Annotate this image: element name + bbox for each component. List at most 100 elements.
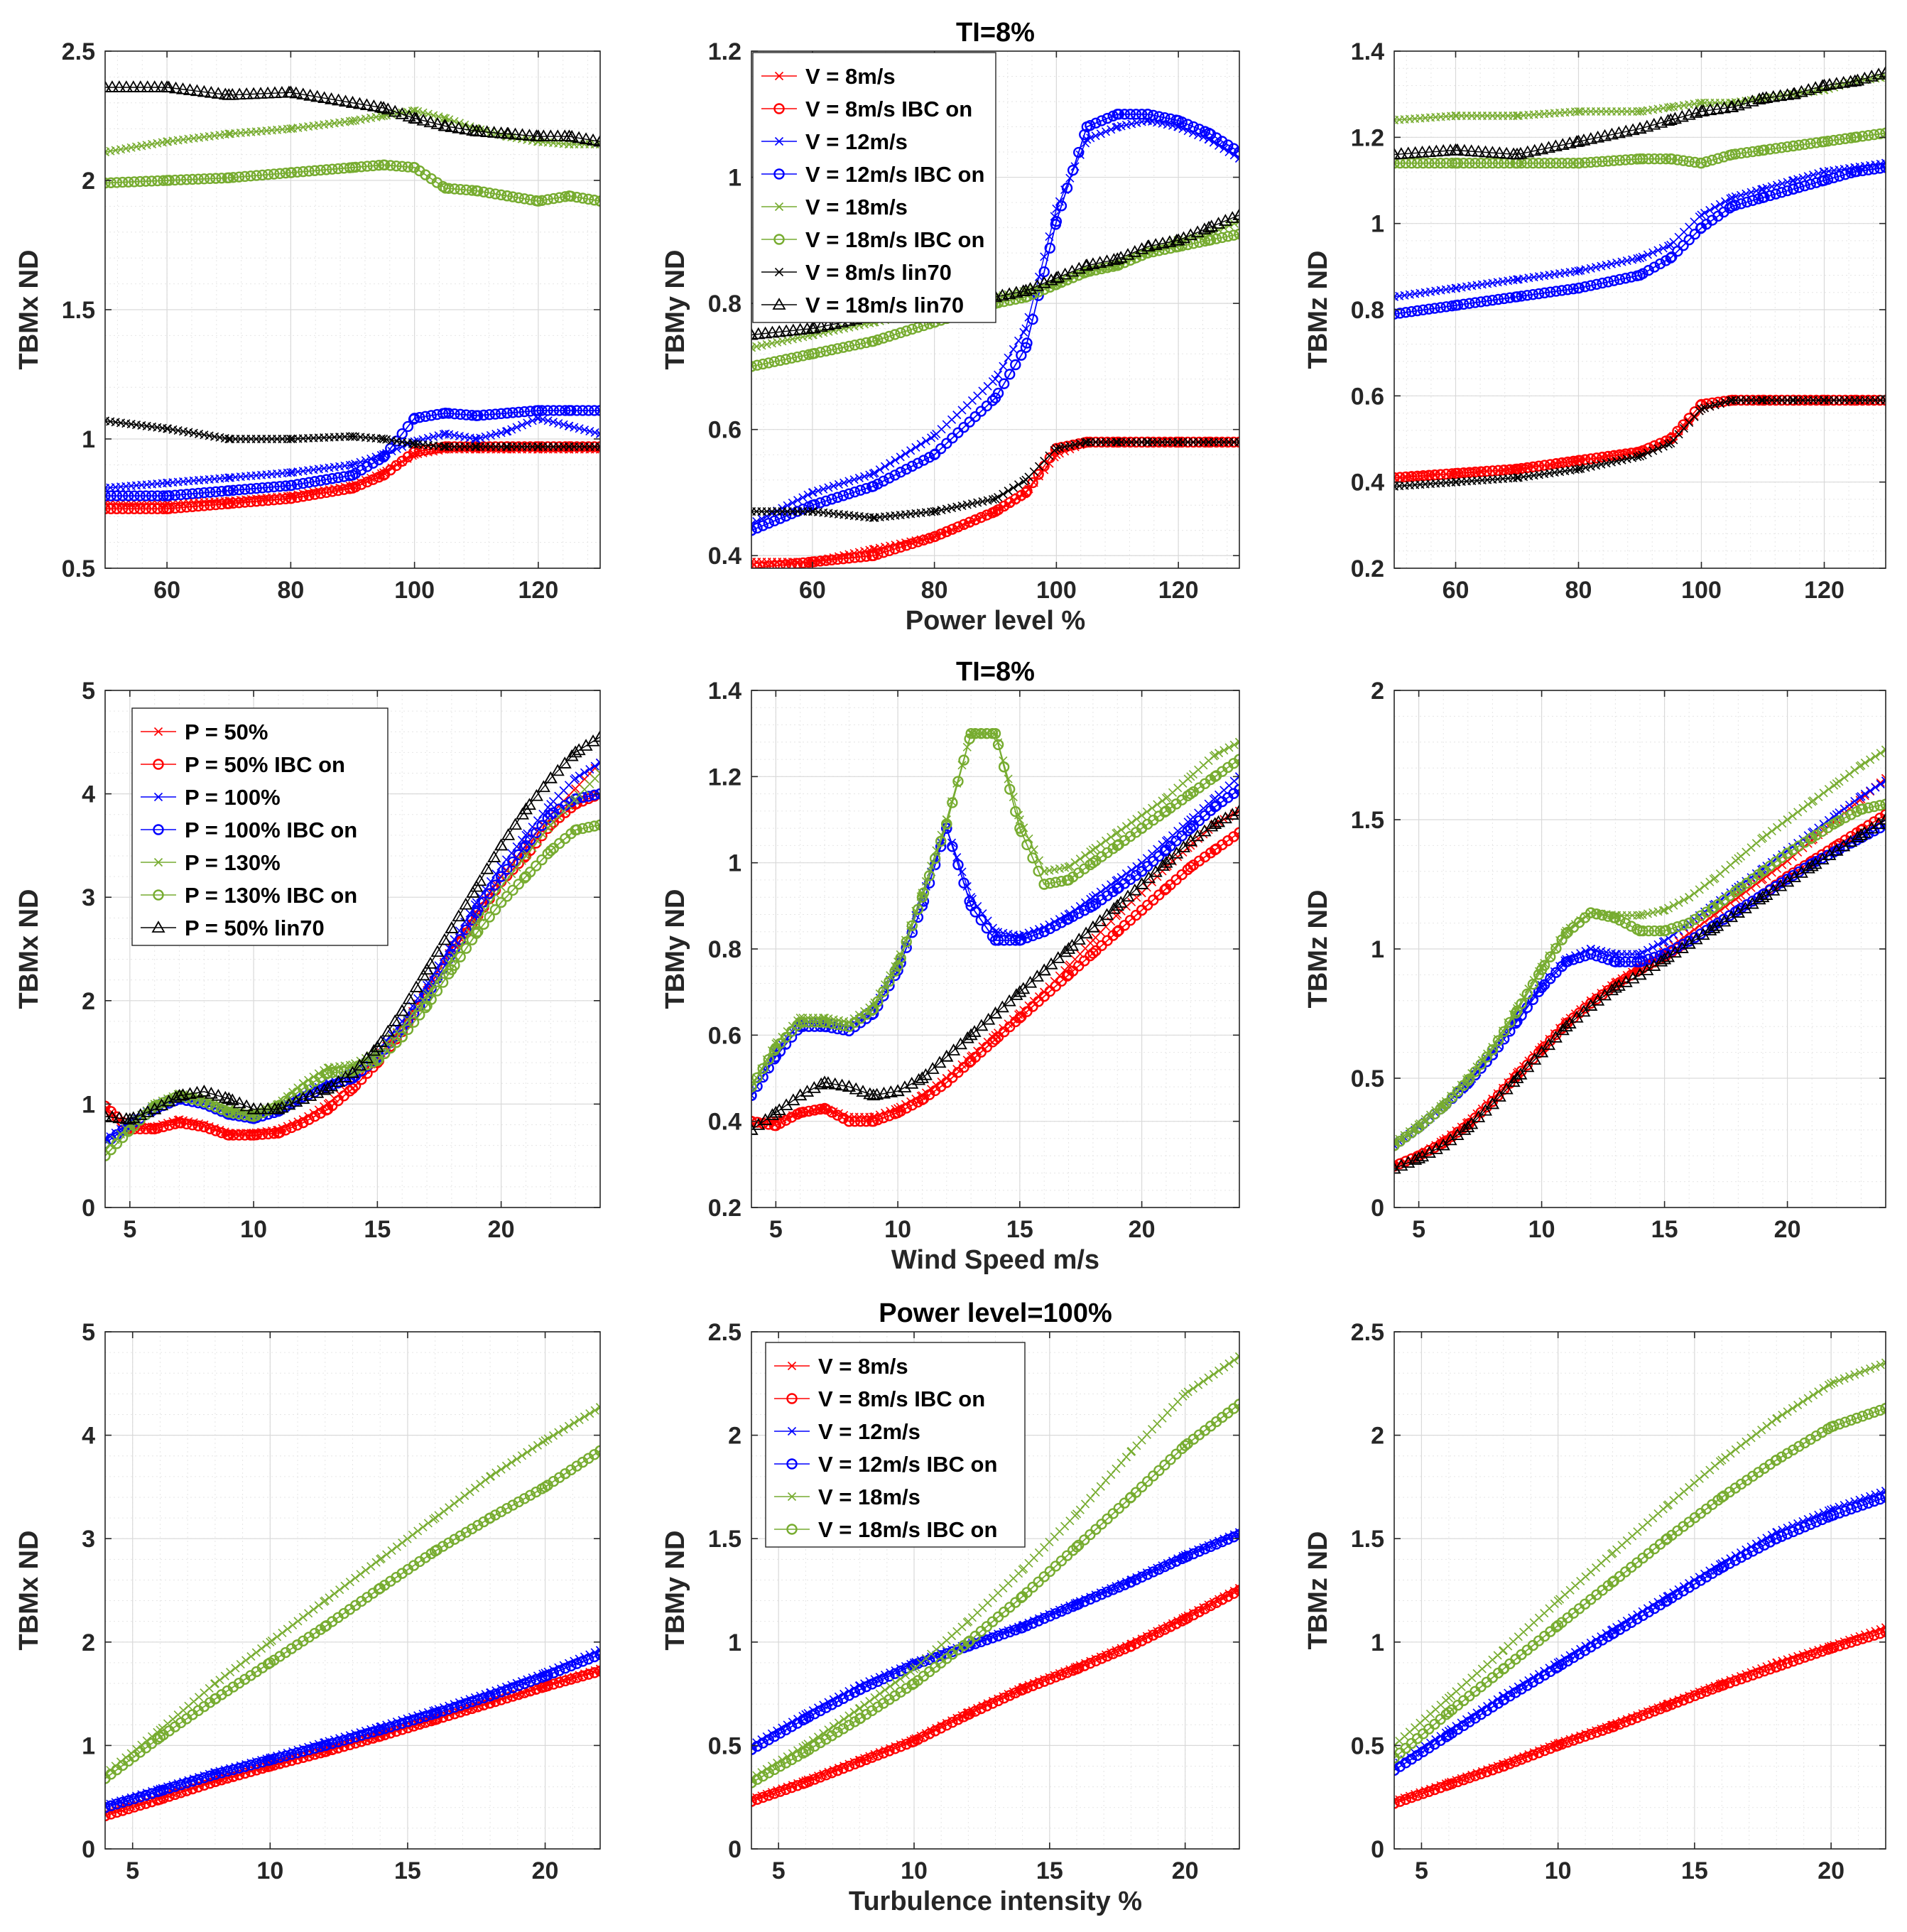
data-point	[1050, 920, 1062, 931]
data-point	[844, 477, 854, 486]
data-point	[501, 864, 513, 875]
data-point	[418, 108, 428, 117]
x-tick-label: 100	[1036, 577, 1077, 604]
data-point	[280, 493, 291, 505]
legend-label: P = 50%	[185, 720, 268, 744]
y-tick-label: 3	[82, 884, 95, 911]
data-point	[528, 823, 537, 832]
data-point	[965, 727, 977, 739]
data-point	[884, 472, 895, 484]
data-point	[575, 424, 584, 433]
data-point	[163, 1119, 175, 1131]
data-point	[1665, 252, 1676, 264]
data-point	[1030, 970, 1044, 982]
data-point	[441, 114, 450, 123]
data-point	[148, 1100, 161, 1112]
data-point	[1186, 772, 1195, 781]
data-point	[232, 1096, 246, 1109]
data-point	[517, 856, 527, 865]
data-point	[1820, 396, 1829, 405]
data-point	[1014, 935, 1026, 946]
data-point	[1521, 1059, 1533, 1071]
x-tick-label: 15	[364, 1216, 391, 1243]
legend-item: V = 12m/s IBC on	[761, 162, 984, 187]
data-point	[1498, 293, 1510, 305]
data-point	[289, 86, 303, 99]
data-point	[1492, 146, 1506, 158]
data-point	[1222, 139, 1234, 151]
data-point	[820, 555, 832, 566]
data-point	[1485, 146, 1499, 158]
data-point	[1050, 865, 1059, 874]
data-point	[1747, 146, 1759, 158]
data-point	[1117, 825, 1126, 835]
data-point	[1570, 266, 1580, 276]
data-point	[198, 173, 210, 185]
data-point	[786, 323, 800, 336]
data-point	[116, 503, 129, 514]
data-point	[1014, 480, 1023, 489]
data-point	[379, 434, 389, 444]
data-point	[875, 465, 884, 474]
data-point	[983, 496, 992, 505]
data-point	[204, 85, 218, 98]
data-point	[1633, 254, 1642, 264]
data-point	[1436, 143, 1450, 156]
data-point	[751, 361, 757, 372]
series-group	[751, 727, 1239, 1135]
data-point	[1741, 146, 1753, 158]
data-point	[808, 507, 817, 516]
data-point	[995, 1000, 1009, 1013]
data-point	[1464, 467, 1475, 478]
data-point	[489, 188, 501, 200]
data-point	[192, 1120, 204, 1131]
data-point	[181, 174, 192, 185]
data-point	[969, 727, 981, 739]
data-point	[905, 1076, 919, 1089]
data-point	[813, 486, 823, 496]
data-point	[1204, 438, 1214, 447]
data-point	[763, 357, 774, 369]
data-point	[286, 124, 295, 134]
data-point	[480, 862, 494, 874]
data-point	[1643, 448, 1652, 457]
data-point	[298, 1117, 309, 1129]
data-point	[112, 1111, 126, 1124]
data-point	[878, 986, 889, 997]
data-point	[396, 428, 408, 440]
data-point	[1574, 107, 1583, 116]
data-point	[786, 352, 798, 364]
data-point	[595, 758, 600, 767]
data-point	[332, 484, 344, 496]
data-point	[1401, 146, 1416, 159]
data-point	[1080, 851, 1090, 860]
data-point	[1176, 840, 1191, 852]
data-point	[958, 519, 969, 531]
data-point	[239, 87, 254, 99]
data-point	[187, 501, 198, 512]
data-point	[536, 830, 548, 842]
data-point	[1121, 120, 1131, 129]
legend-marker	[772, 298, 786, 310]
data-point	[317, 91, 332, 104]
series-black-triangle	[105, 729, 600, 1125]
data-point	[941, 1077, 952, 1088]
data-point	[105, 147, 110, 157]
data-point	[1394, 116, 1399, 125]
data-point	[348, 432, 357, 441]
data-point	[366, 99, 381, 112]
data-point	[1705, 205, 1715, 215]
data-point	[533, 405, 544, 416]
data-point	[786, 508, 798, 520]
data-point	[1446, 158, 1458, 169]
data-point	[471, 907, 482, 918]
data-point	[1394, 292, 1399, 301]
data-point	[1070, 440, 1080, 449]
data-point	[571, 191, 582, 203]
data-point	[198, 1121, 210, 1133]
data-point	[774, 560, 786, 568]
data-point	[1741, 196, 1753, 208]
data-point	[889, 329, 901, 340]
data-point	[1087, 857, 1099, 869]
